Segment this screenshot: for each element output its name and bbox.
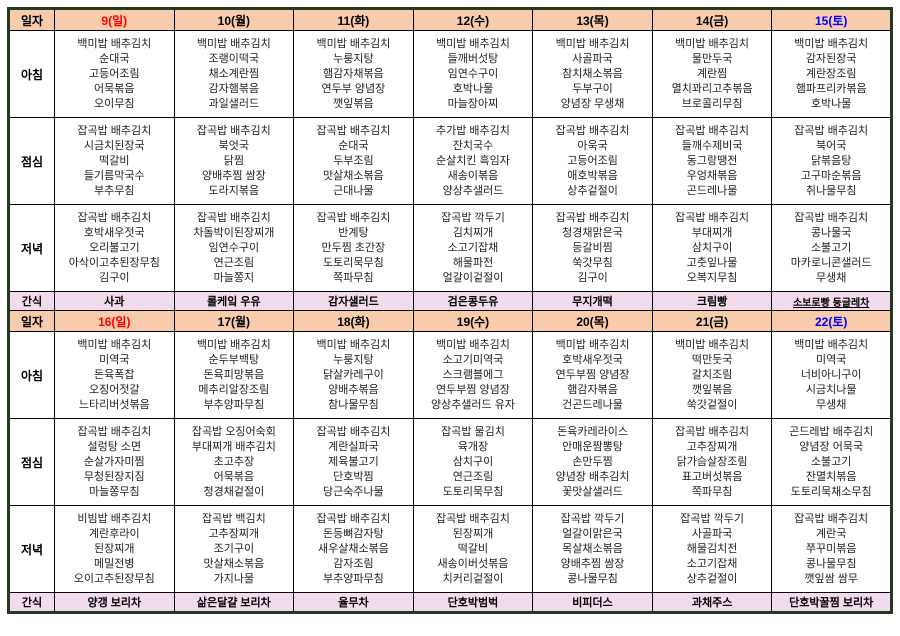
snack-cell: 단호박꿀찜 보리차	[771, 592, 892, 613]
breakfast-cell: 백미밥 배추김치 미역국 돈육폭찹 오징어젓갈 느타리버섯볶음	[54, 331, 175, 419]
meal-plan-table: 일자 9(일) 10(월) 11(화) 12(수) 13(목) 14(금) 15(토) 아침 백미…	[7, 7, 893, 614]
dinner-cell: 잡곡밥 깍두기 김치찌개 소고기잡채 해물파전 얼갈이겉절이	[412, 204, 534, 292]
breakfast-cell: 백미밥 배추김치 물만두국 계란찜 멸치꽈리고추볶음 브로콜리무침	[651, 30, 773, 118]
dinner-cell: 잡곡밥 배추김치 된장찌개 떡갈비 새송이버섯볶음 치커리겉절이	[412, 505, 534, 593]
snack-cell: 비피더스	[532, 592, 653, 613]
snack-cell: 소보로빵 둥글레차	[771, 291, 892, 311]
lunch-cell: 잡곡밥 배추김치 순대국 두부조림 맛살채소볶음 근대나물	[293, 117, 414, 205]
row-label-lunch: 점심	[8, 117, 55, 205]
row-label-lunch: 점심	[8, 418, 55, 506]
breakfast-cell: 백미밥 배추김치 누룽지탕 햄감자채볶음 연두부 양념장 깻잎볶음	[293, 30, 414, 118]
dinner-cell: 잡곡밥 배추김치 호박새우젓국 오리불고기 아삭이고추된장무침 김구이	[54, 204, 175, 292]
dinner-row: 저녁 잡곡밥 배추김치 호박새우젓국 오리불고기 아삭이고추된장무침 김구이 잡곡밥…	[8, 204, 892, 292]
breakfast-cell: 백미밥 배추김치 조랭이떡국 채소계란찜 감자햄볶음 과일샐러드	[173, 30, 295, 118]
dinner-cell: 잡곡밥 배추김치 부대찌개 삼치구이 고춧잎나물 오복지무침	[651, 204, 773, 292]
date-cell: 19(수)	[412, 310, 534, 332]
snack-cell: 검은콩두유	[412, 291, 534, 311]
lunch-cell: 잡곡밥 배추김치 고추장찌개 닭가슴살장조림 표고버섯볶음 쪽파무침	[651, 418, 773, 506]
dinner-cell: 잡곡밥 배추김치 반계탕 만두찜 초간장 도토리묵무침 쪽파무침	[293, 204, 414, 292]
lunch-cell: 잡곡밥 오징어숙회 부대찌개 배추김치 초고추장 어묵볶음 청경채겉절이	[173, 418, 295, 506]
dates-row: 일자 16(일) 17(월) 18(화) 19(수) 20(목) 21(금) 22(토)	[8, 310, 892, 332]
lunch-cell: 잡곡밥 배추김치 북엇국 닭찜 양배추찜 쌈장 도라지볶음	[173, 117, 295, 205]
snack-cell: 롤케잌 우유	[173, 291, 295, 311]
meal-plan-body: 일자 9(일) 10(월) 11(화) 12(수) 13(목) 14(금) 15(토) 아침 백미…	[8, 8, 892, 613]
lunch-cell: 곤드레밥 배추김치 양념장 어묵국 소불고기 잔멸치볶음 도토리묵채소무침	[771, 418, 892, 506]
lunch-row: 점심 잡곡밥 배추김치 시금치된장국 떡갈비 들기름막국수 부추무침 잡곡밥 배추김…	[8, 117, 892, 205]
snack-cell: 삶은달걀 보리차	[173, 592, 295, 613]
lunch-cell: 돈육카레라이스 안매운짬뽕탕 손만두찜 양념장 배추김치 꽃맛살샐러드	[532, 418, 653, 506]
snack-cell: 양갱 보리차	[54, 592, 175, 613]
row-label-snack: 간식	[8, 291, 55, 311]
date-cell: 22(토)	[771, 310, 892, 332]
snack-cell: 사과	[54, 291, 175, 311]
row-label-date: 일자	[8, 310, 55, 332]
lunch-cell: 잡곡밥 배추김치 계란실파국 제육불고기 단호박찜 당근숙주나물	[293, 418, 414, 506]
breakfast-cell: 백미밥 배추김치 누룽지탕 닭살카레구이 양배추볶음 참나물무침	[293, 331, 414, 419]
breakfast-cell: 백미밥 배추김치 들깨버섯탕 임연수구이 호박나물 마늘장아찌	[412, 30, 534, 118]
date-cell: 9(일)	[54, 8, 175, 31]
row-label-dinner: 저녁	[8, 204, 55, 292]
date-cell: 10(월)	[173, 8, 295, 31]
date-cell: 17(월)	[173, 310, 295, 332]
lunch-cell: 잡곡밥 배추김치 시금치된장국 떡갈비 들기름막국수 부추무침	[54, 117, 175, 205]
dinner-cell: 비빔밥 배추김치 계란후라이 된장찌개 메밀전병 오이고추된장무침	[54, 505, 175, 593]
row-label-dinner: 저녁	[8, 505, 55, 593]
lunch-cell: 잡곡밥 물김치 육개장 삼치구이 연근조림 도토리묵무침	[412, 418, 534, 506]
lunch-cell: 잡곡밥 배추김치 북어국 닭볶음탕 고구마순볶음 취나물무침	[771, 117, 892, 205]
date-cell: 15(토)	[771, 8, 892, 31]
lunch-row: 점심 잡곡밥 배추김치 설렁탕 소면 순살가자미찜 무청된장지짐 마늘쫑무침 잡곡밥…	[8, 418, 892, 506]
dinner-cell: 잡곡밥 깍두기 얼갈이맑은국 목살채소볶음 양배추찜 쌈장 콩나물무침	[532, 505, 653, 593]
date-cell: 20(목)	[532, 310, 653, 332]
date-cell: 11(화)	[293, 8, 414, 31]
dinner-cell: 잡곡밥 배추김치 차돌박이된장찌개 임연수구이 연근조림 마늘쫑지	[173, 204, 295, 292]
dinner-cell: 잡곡밥 배추김치 콩나물국 소불고기 마카로니콘샐러드 무생채	[771, 204, 892, 292]
snack-cell: 무지개떡	[532, 291, 653, 311]
breakfast-cell: 백미밥 배추김치 순대국 고등어조림 어묵볶음 오이무침	[54, 30, 175, 118]
meal-plan-sheet: 일자 9(일) 10(월) 11(화) 12(수) 13(목) 14(금) 15(토) 아침 백미…	[7, 7, 893, 614]
date-cell: 21(금)	[651, 310, 773, 332]
snack-cell: 율무차	[293, 592, 414, 613]
snack-row: 간식 양갱 보리차 삶은달걀 보리차 율무차 단호박범벅 비피더스 과채주스 단호박꿀찜 보리…	[8, 592, 892, 613]
breakfast-cell: 백미밥 배추김치 떡만둣국 갈치조림 깻잎볶음 쑥갓겉절이	[651, 331, 773, 419]
dinner-row: 저녁 비빔밥 배추김치 계란후라이 된장찌개 메밀전병 오이고추된장무침 잡곡밥 백…	[8, 505, 892, 593]
dinner-cell: 잡곡밥 백김치 고추장찌개 조기구이 맛살채소볶음 가지나물	[173, 505, 295, 593]
row-label-breakfast: 아침	[8, 30, 55, 118]
lunch-cell: 추가밥 배추김치 잔치국수 순살치킨 흑임자 새송이볶음 양상추샐러드	[412, 117, 534, 205]
dinner-cell: 잡곡밥 배추김치 청경채맑은국 등갈비찜 쑥갓무침 김구이	[532, 204, 653, 292]
breakfast-cell: 백미밥 배추김치 순두부백탕 돈육피망볶음 메추리알장조림 부추양파무침	[173, 331, 295, 419]
snack-cell: 크림빵	[651, 291, 773, 311]
snack-cell: 과채주스	[651, 592, 773, 613]
row-label-date: 일자	[8, 8, 55, 31]
date-cell: 12(수)	[412, 8, 534, 31]
dates-row: 일자 9(일) 10(월) 11(화) 12(수) 13(목) 14(금) 15(토)	[8, 8, 892, 31]
row-label-breakfast: 아침	[8, 331, 55, 419]
breakfast-cell: 백미밥 배추김치 사골파국 참치채소볶음 두부구이 양념장 무생채	[532, 30, 653, 118]
lunch-cell: 잡곡밥 배추김치 들깨수제비국 동그랑땡전 우엉채볶음 곤드레나물	[651, 117, 773, 205]
breakfast-row: 아침 백미밥 배추김치 순대국 고등어조림 어묵볶음 오이무침 백미밥 배추김치 조…	[8, 30, 892, 118]
date-cell: 16(일)	[54, 310, 175, 332]
snack-cell: 단호박범벅	[412, 592, 534, 613]
lunch-cell: 잡곡밥 배추김치 아욱국 고등어조림 애호박볶음 상추겉절이	[532, 117, 653, 205]
breakfast-row: 아침 백미밥 배추김치 미역국 돈육폭찹 오징어젓갈 느타리버섯볶음 백미밥 배추김…	[8, 331, 892, 419]
breakfast-cell: 백미밥 배추김치 소고기미역국 스크램블에그 연두부찜 양념장 양상추샐러드 유…	[412, 331, 534, 419]
date-cell: 18(화)	[293, 310, 414, 332]
snack-cell: 감자샐러드	[293, 291, 414, 311]
row-label-snack: 간식	[8, 592, 55, 613]
dinner-cell: 잡곡밥 깍두기 사골파국 해물김치전 소고기잡채 상추겉절이	[651, 505, 773, 593]
breakfast-cell: 백미밥 배추김치 호박새우젓국 연두부찜 양념장 햄감자볶음 건곤드레나물	[532, 331, 653, 419]
breakfast-cell: 백미밥 배추김치 감자된장국 계란장조림 햄파프리카볶음 호박나물	[771, 30, 892, 118]
dinner-cell: 잡곡밥 배추김치 계란국 쭈꾸미볶음 콩나물무침 깻잎쌈 쌈무	[771, 505, 892, 593]
breakfast-cell: 백미밥 배추김치 미역국 너비아니구이 시금치나물 무생채	[771, 331, 892, 419]
dinner-cell: 잡곡밥 배추김치 돈등뼈감자탕 새우살채소볶음 감자조림 부추양파무침	[293, 505, 414, 593]
snack-row: 간식 사과 롤케잌 우유 감자샐러드 검은콩두유 무지개떡 크림빵 소보로빵 둥글레차	[8, 291, 892, 311]
lunch-cell: 잡곡밥 배추김치 설렁탕 소면 순살가자미찜 무청된장지짐 마늘쫑무침	[54, 418, 175, 506]
date-cell: 13(목)	[532, 8, 653, 31]
date-cell: 14(금)	[651, 8, 773, 31]
